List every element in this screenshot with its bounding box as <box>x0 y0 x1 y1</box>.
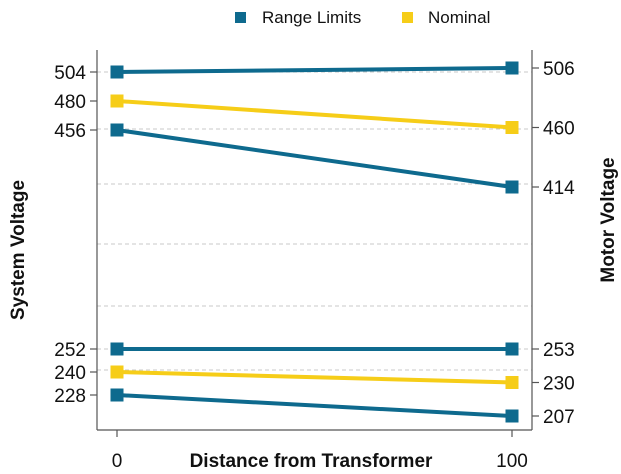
left-tick-label: 252 <box>54 340 86 361</box>
x-tick-label: 0 <box>112 451 123 472</box>
right-tick-label: 230 <box>543 374 575 395</box>
series-marker <box>110 65 124 79</box>
x-tick-label: 100 <box>496 451 528 472</box>
legend: Range Limits Nominal <box>235 8 490 27</box>
series-marker <box>505 180 519 194</box>
series-line <box>116 393 513 418</box>
left-tick-label: 228 <box>54 386 86 407</box>
grid-lines <box>97 71 532 371</box>
series-marker <box>110 123 124 137</box>
legend-label-nominal: Nominal <box>428 8 490 27</box>
right-y-axis-ticks: 506 460 414 253 230 207 <box>532 59 575 428</box>
series-lines <box>110 61 519 423</box>
series-marker <box>110 388 124 402</box>
right-tick-label: 460 <box>543 119 575 140</box>
series-marker <box>110 94 124 108</box>
right-tick-label: 414 <box>543 178 575 199</box>
legend-swatch-range-limits <box>235 12 246 23</box>
right-tick-label: 253 <box>543 340 575 361</box>
axes <box>96 50 533 431</box>
x-axis-title: Distance from Transformer <box>190 451 433 472</box>
left-tick-label: 456 <box>54 121 86 142</box>
series-line <box>116 128 513 189</box>
series-marker <box>110 365 124 379</box>
series-marker <box>505 376 519 389</box>
series-marker <box>505 409 519 423</box>
series-marker <box>110 342 124 356</box>
left-tick-label: 504 <box>54 63 86 84</box>
series-line <box>116 66 513 74</box>
series-line <box>116 99 513 130</box>
right-y-axis-title: Motor Voltage <box>598 157 619 282</box>
series-marker <box>505 61 519 75</box>
left-tick-label: 240 <box>54 363 86 384</box>
series-marker <box>505 121 519 134</box>
legend-swatch-nominal <box>402 12 413 23</box>
legend-label-range-limits: Range Limits <box>262 8 361 27</box>
left-y-axis-title: System Voltage <box>8 180 29 320</box>
x-axis-ticks: 0 100 <box>112 430 528 472</box>
right-tick-label: 506 <box>543 59 575 80</box>
left-tick-label: 480 <box>54 92 86 113</box>
right-tick-label: 207 <box>543 407 575 428</box>
series-line <box>116 370 513 385</box>
series-marker <box>505 342 519 356</box>
